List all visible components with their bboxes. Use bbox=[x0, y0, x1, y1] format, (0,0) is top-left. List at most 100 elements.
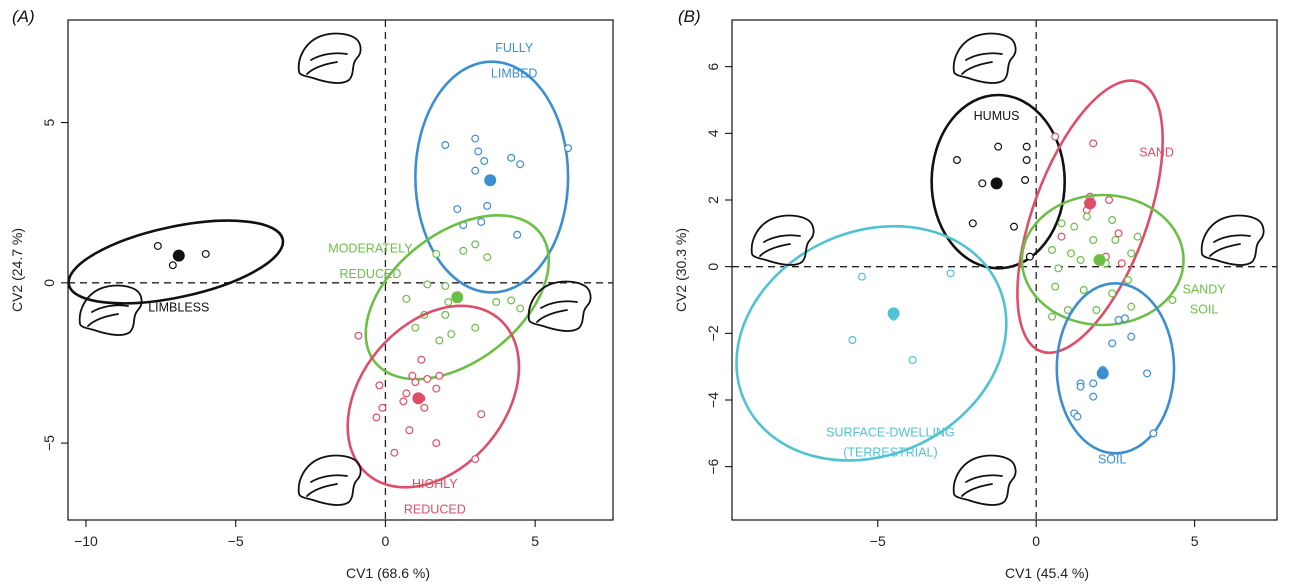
data-point bbox=[1057, 219, 1066, 228]
data-point bbox=[908, 356, 917, 365]
group-centroid bbox=[990, 177, 1003, 190]
data-point bbox=[399, 397, 408, 406]
group-label: SURFACE-DWELLING bbox=[826, 426, 955, 440]
panel-a-label: (A) bbox=[12, 7, 35, 26]
data-point bbox=[1070, 222, 1079, 231]
data-point bbox=[1021, 176, 1030, 185]
panel-b-y-tick-label: 0 bbox=[705, 263, 721, 271]
data-point bbox=[1073, 412, 1082, 421]
data-point bbox=[402, 294, 411, 303]
group-label: REDUCED bbox=[340, 267, 402, 281]
data-point bbox=[441, 310, 450, 319]
data-point bbox=[994, 142, 1003, 151]
panel-a-y-tick-label: 0 bbox=[41, 279, 57, 287]
data-point bbox=[1076, 256, 1085, 265]
data-point bbox=[1168, 296, 1177, 305]
data-point bbox=[507, 153, 516, 162]
group-label: (TERRESTRIAL) bbox=[843, 446, 937, 460]
panel-a-y-tick-label: 5 bbox=[41, 118, 57, 126]
confidence-ellipse bbox=[1016, 79, 1164, 355]
data-point bbox=[153, 241, 162, 250]
brain-outline-icon bbox=[952, 454, 1017, 506]
panel-b-label: (B) bbox=[678, 7, 701, 26]
group-label: HUMUS bbox=[974, 109, 1020, 123]
data-point bbox=[1067, 249, 1076, 258]
brain-outline-icon bbox=[78, 284, 143, 336]
data-point bbox=[435, 336, 444, 345]
group-centroid bbox=[412, 392, 425, 405]
data-point bbox=[1108, 289, 1117, 298]
panel-b-y-tick-label: 4 bbox=[705, 129, 721, 137]
panel-a-x-tick-label: 0 bbox=[382, 533, 390, 549]
data-point bbox=[1105, 196, 1114, 205]
data-point bbox=[978, 179, 987, 188]
group-centroid bbox=[451, 291, 464, 304]
panel-a-x-axis-title: CV1 (68.6 %) bbox=[346, 565, 430, 581]
data-point bbox=[1079, 286, 1088, 295]
data-point bbox=[1114, 316, 1123, 325]
data-point bbox=[1143, 369, 1152, 378]
data-point bbox=[201, 249, 210, 258]
data-point bbox=[1127, 302, 1136, 311]
data-point bbox=[471, 240, 480, 249]
data-point bbox=[375, 381, 384, 390]
data-point bbox=[1048, 312, 1057, 321]
data-point bbox=[432, 439, 441, 448]
data-point bbox=[471, 323, 480, 332]
data-point bbox=[1022, 156, 1031, 165]
data-point bbox=[372, 413, 381, 422]
data-point bbox=[1025, 252, 1034, 261]
group-label: SOIL bbox=[1098, 452, 1127, 466]
group-centroid bbox=[1096, 367, 1109, 380]
data-point bbox=[1076, 382, 1085, 391]
data-point bbox=[459, 246, 468, 255]
data-point bbox=[447, 330, 456, 339]
data-point bbox=[402, 389, 411, 398]
brain-outline-icon bbox=[750, 214, 815, 266]
brain-outline-icon bbox=[297, 32, 362, 84]
panel-b-group-sand: SAND bbox=[1016, 79, 1174, 355]
panel-a-y-tick-label: −5 bbox=[41, 435, 57, 451]
data-point bbox=[477, 217, 486, 226]
panel-b-x-tick-label: −5 bbox=[870, 533, 886, 549]
group-centroid bbox=[887, 307, 900, 320]
data-point bbox=[1010, 222, 1019, 231]
group-label: FULLY bbox=[495, 41, 534, 55]
brain-outline-icon bbox=[952, 32, 1017, 84]
data-point bbox=[432, 249, 441, 258]
data-point bbox=[1149, 429, 1158, 438]
data-point bbox=[354, 331, 363, 340]
data-point bbox=[1124, 276, 1133, 285]
data-point bbox=[408, 371, 417, 380]
panel-b-x-axis-title: CV1 (45.4 %) bbox=[1005, 565, 1089, 581]
data-point bbox=[952, 156, 961, 165]
data-point bbox=[471, 166, 480, 175]
brain-outline-icon bbox=[297, 454, 362, 506]
group-centroid bbox=[172, 249, 185, 262]
panel-b-group-soil: SOIL bbox=[1055, 282, 1176, 466]
panel-b-group-sandy-soil: SANDY SOIL bbox=[1020, 193, 1227, 327]
panel-b: (B) CV1 (45.4 %) CV2 (30.3 %) −5 0 5 −6 −4 −2… bbox=[673, 7, 1278, 581]
group-label: SANDY bbox=[1183, 282, 1227, 296]
data-point bbox=[1114, 229, 1123, 238]
data-point bbox=[1022, 142, 1031, 151]
data-point bbox=[516, 160, 525, 169]
panel-b-group-humus: HUMUS bbox=[930, 93, 1067, 270]
panel-b-y-axis-title: CV2 (30.3 %) bbox=[673, 228, 689, 312]
data-point bbox=[1120, 314, 1129, 323]
data-point bbox=[423, 280, 432, 289]
panel-a-group-highly-reduced: HIGHLY REDUCED bbox=[346, 304, 521, 517]
confidence-ellipse bbox=[1020, 193, 1185, 327]
data-point bbox=[471, 455, 480, 464]
data-point bbox=[168, 261, 177, 270]
data-point bbox=[378, 403, 387, 412]
data-point bbox=[1082, 212, 1091, 221]
data-point bbox=[1051, 282, 1060, 291]
data-point bbox=[1089, 392, 1098, 401]
data-point bbox=[1108, 339, 1117, 348]
data-point bbox=[1108, 216, 1117, 225]
panel-b-x-tick-label: 5 bbox=[1191, 533, 1199, 549]
data-point bbox=[390, 448, 399, 457]
data-point bbox=[420, 403, 429, 412]
group-centroid bbox=[1093, 254, 1106, 266]
